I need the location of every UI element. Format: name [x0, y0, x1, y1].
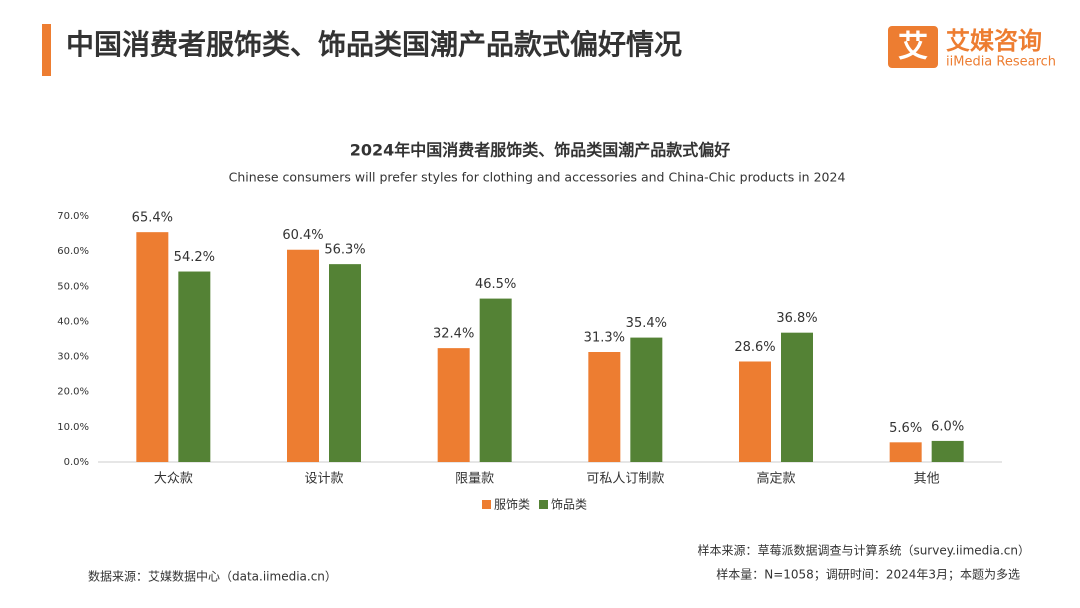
value-label: 46.5% [475, 277, 516, 292]
x-tick-label: 限量款 [455, 472, 494, 487]
value-label: 32.4% [433, 327, 474, 342]
x-tick-label: 可私人订制款 [586, 472, 664, 487]
value-label: 31.3% [584, 331, 625, 346]
y-tick-label: 40.0% [57, 316, 89, 327]
value-label: 65.4% [132, 211, 173, 226]
y-tick-label: 0.0% [64, 457, 89, 468]
bar [287, 249, 319, 462]
value-label: 54.2% [174, 250, 215, 265]
title-accent [42, 24, 51, 76]
bar [329, 264, 361, 462]
bar [136, 232, 169, 462]
logo-mark: 艾 [898, 30, 928, 65]
legend-label: 服饰类 [494, 498, 530, 512]
bar [781, 332, 813, 462]
bar [479, 298, 512, 462]
value-label: 56.3% [324, 243, 365, 258]
bar [178, 271, 211, 462]
bar [588, 352, 621, 462]
bar [931, 440, 964, 462]
bar [739, 361, 771, 462]
legend-swatch [539, 500, 548, 509]
footer-sample-info: 样本量：N=1058；调研时间：2024年3月；本题为多选 [716, 567, 1020, 582]
value-label: 60.4% [282, 228, 323, 243]
x-tick-label: 大众款 [154, 472, 193, 487]
y-tick-label: 20.0% [57, 387, 89, 398]
footer-source: 数据来源：艾媒数据中心（data.iimedia.cn） [88, 569, 337, 584]
chart-subtitle: Chinese consumers will prefer styles for… [229, 170, 846, 185]
bar [889, 442, 922, 462]
footer-sample-source: 样本来源：草莓派数据调查与计算系统（survey.iimedia.cn） [697, 543, 1030, 558]
x-tick-label: 高定款 [756, 471, 795, 487]
y-tick-label: 30.0% [57, 352, 89, 363]
value-label: 5.6% [889, 421, 922, 436]
y-tick-label: 50.0% [57, 281, 89, 292]
logo-box [888, 26, 938, 68]
value-label: 28.6% [734, 340, 775, 355]
chart-title: 2024年中国消费者服饰类、饰品类国潮产品款式偏好 [350, 141, 731, 160]
value-label: 35.4% [626, 316, 667, 331]
logo-cn: 艾媒咨询 [946, 27, 1042, 55]
y-tick-label: 70.0% [57, 211, 89, 222]
logo-en: iiMedia Research [946, 55, 1056, 70]
y-tick-label: 10.0% [57, 422, 89, 433]
value-label: 36.8% [776, 311, 817, 326]
legend-swatch [482, 500, 491, 509]
value-label: 6.0% [931, 419, 964, 434]
y-tick-label: 60.0% [57, 246, 89, 257]
page-title: 中国消费者服饰类、饰品类国潮产品款式偏好情况 [66, 28, 682, 61]
bar [630, 337, 663, 462]
x-tick-label: 其他 [914, 472, 940, 487]
bar [437, 348, 470, 462]
legend-label: 饰品类 [551, 498, 587, 512]
x-tick-label: 设计款 [304, 472, 343, 487]
